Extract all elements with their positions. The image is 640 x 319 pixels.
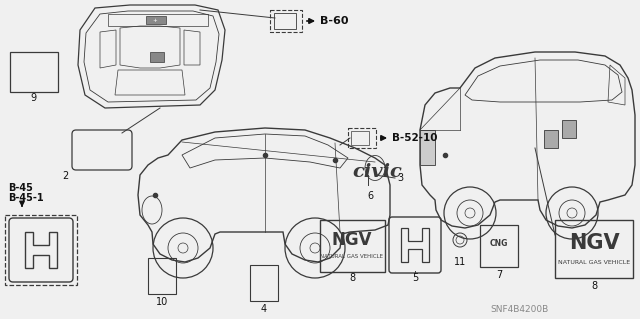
Text: 11: 11 xyxy=(454,257,466,267)
Bar xyxy=(480,225,518,267)
Text: 6: 6 xyxy=(367,191,373,201)
Text: NATURAL GAS VEHICLE: NATURAL GAS VEHICLE xyxy=(321,254,383,258)
Text: B-45: B-45 xyxy=(8,183,33,193)
Text: 9: 9 xyxy=(30,93,36,103)
Text: CNG: CNG xyxy=(490,239,508,248)
Text: B-60: B-60 xyxy=(320,16,349,26)
Bar xyxy=(320,220,385,272)
Bar xyxy=(270,10,302,32)
Text: 10: 10 xyxy=(156,297,168,307)
Bar xyxy=(562,120,576,138)
Text: NGV: NGV xyxy=(332,231,372,249)
Text: B-52-10: B-52-10 xyxy=(392,133,438,143)
Bar xyxy=(348,128,376,148)
Bar xyxy=(148,258,176,294)
Bar xyxy=(351,131,369,145)
Bar xyxy=(544,130,558,148)
Text: NATURAL GAS VEHICLE: NATURAL GAS VEHICLE xyxy=(558,259,630,264)
Bar xyxy=(420,130,435,165)
Bar xyxy=(274,13,296,29)
Bar xyxy=(108,14,208,26)
Text: 8: 8 xyxy=(591,281,597,291)
Text: 8: 8 xyxy=(349,273,355,283)
Bar xyxy=(10,52,58,92)
Text: 2: 2 xyxy=(62,171,68,181)
Bar xyxy=(555,220,633,278)
Text: 5: 5 xyxy=(412,273,418,283)
Text: 4: 4 xyxy=(261,304,267,314)
Text: civic: civic xyxy=(352,163,402,181)
Text: SNF4B4200B: SNF4B4200B xyxy=(490,306,548,315)
Bar xyxy=(150,52,164,62)
Text: NGV: NGV xyxy=(569,233,620,253)
Text: +: + xyxy=(152,19,157,24)
Bar xyxy=(146,16,166,24)
Text: 7: 7 xyxy=(496,270,502,280)
Text: 3: 3 xyxy=(397,173,403,183)
Bar xyxy=(5,215,77,285)
Text: B-45-1: B-45-1 xyxy=(8,193,44,203)
Bar xyxy=(250,265,278,301)
